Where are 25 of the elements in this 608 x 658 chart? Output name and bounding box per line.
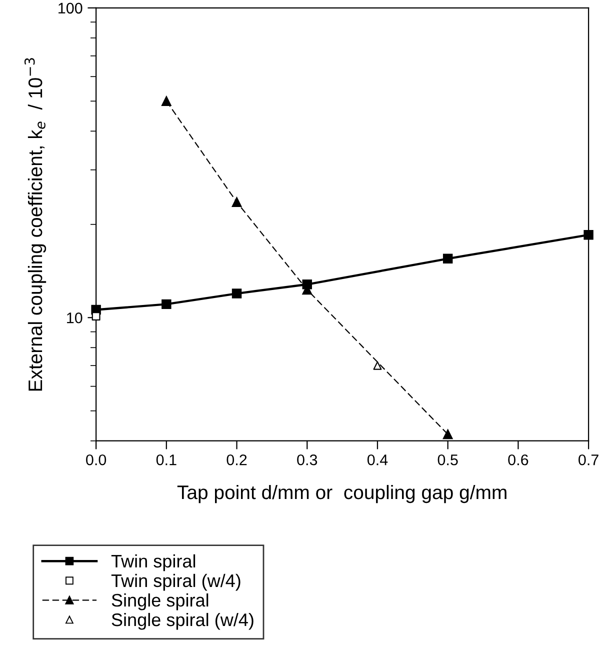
x-tick-label: 0.0 [86,454,106,466]
x-tick-label: 0.6 [508,454,528,466]
legend-label: Single spiral [112,593,208,610]
point [232,288,242,298]
x-tick-label: 0.7 [578,454,598,466]
legend-label: Twin spiral (w/4) [111,574,240,591]
legend-label: Twin spiral [111,554,196,572]
x-tick-label: 0.4 [367,454,388,466]
y-axis-title: External coupling coefficient, k$_{e}$ / 10$^{−3}$ [24,58,46,391]
point [232,197,242,207]
x-tick-label: 0.5 [438,454,458,466]
y-tick-label: 10 [67,312,82,324]
point [373,361,382,370]
x-axis-title: Tap point d/mm or coupling gap g/mm [177,484,506,504]
x-tick-label: 0.1 [156,454,176,466]
y-tick-label: 100 [58,2,82,14]
x-tick-label: 0.2 [226,454,247,466]
x-tick-label: 0.3 [297,454,318,466]
point [92,312,100,321]
point [442,429,453,440]
point [442,254,453,264]
point [584,230,594,240]
point [162,96,172,106]
legend-label: Single spiral (w/4) [112,612,254,630]
point [162,299,172,310]
